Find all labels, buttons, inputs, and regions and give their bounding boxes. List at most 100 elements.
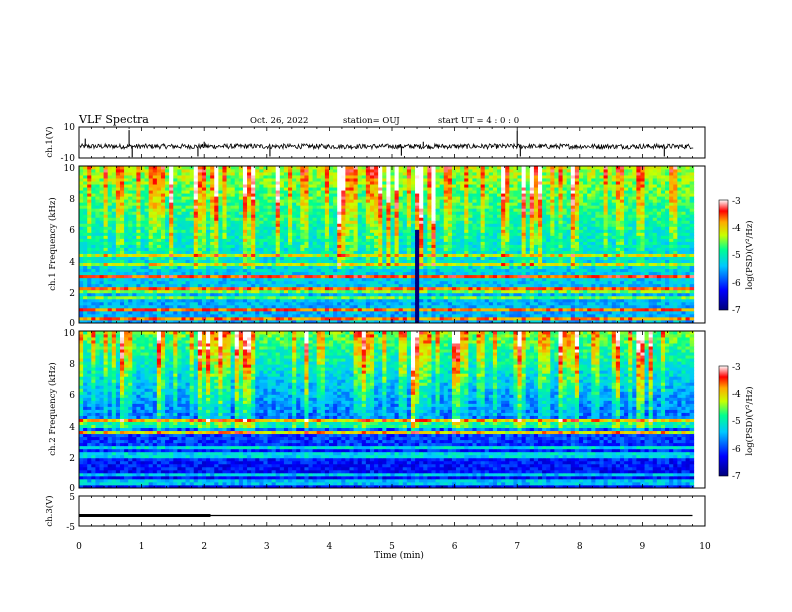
spectrogram-cell: [607, 274, 613, 279]
spectrogram-cell: [255, 295, 260, 300]
spectrogram-cell: [660, 298, 666, 303]
spectrogram-cell: [267, 235, 273, 239]
spectrogram-cell: [382, 298, 387, 303]
spectrogram-cell: [99, 262, 104, 267]
spectrogram-cell: [320, 301, 326, 306]
spectrogram-cell: [611, 253, 617, 257]
spectrogram-cell: [140, 295, 145, 300]
spectrogram-cell: [349, 313, 354, 318]
spectrogram-cell: [488, 247, 494, 251]
spectrogram-cell: [476, 271, 482, 276]
spectrogram-cell: [165, 223, 170, 227]
spectrogram-cell: [484, 274, 490, 279]
spectrogram-cell: [275, 232, 281, 236]
spectrogram-cell: [542, 232, 547, 236]
spectrogram-cell: [255, 256, 260, 260]
spectrogram-cell: [550, 235, 555, 239]
spectrogram-cell: [304, 307, 309, 312]
spectrogram-cell: [468, 298, 473, 303]
spectrogram-cell: [103, 307, 109, 312]
spectrogram-cell: [447, 253, 453, 257]
spectrogram-cell: [247, 256, 252, 260]
spectrogram-cell: [226, 265, 232, 270]
spectrogram-cell: [402, 238, 408, 242]
spectrogram-cell: [505, 274, 510, 279]
spectrogram-cell: [476, 310, 482, 315]
spectrogram-cell: [169, 316, 174, 321]
spectrogram-cell: [160, 235, 166, 239]
spectrogram-cell: [136, 235, 141, 239]
spectrogram-cell: [79, 313, 84, 318]
spectrogram-cell: [398, 271, 404, 276]
spectrogram-cell: [660, 268, 666, 273]
spectrogram-cell: [476, 238, 482, 242]
spectrogram-cell: [570, 280, 576, 285]
spectrogram-cell: [333, 286, 338, 291]
spectrogram-cell: [611, 244, 617, 248]
spectrogram-cell: [300, 259, 305, 264]
spectrogram-cell: [636, 244, 641, 248]
spectrogram-cell: [328, 301, 334, 306]
spectrogram-cell: [156, 271, 162, 276]
spectrogram-cell: [480, 265, 486, 270]
spectrogram-cell: [472, 316, 477, 321]
spectrogram-cell: [476, 301, 482, 306]
spectrogram-cell: [206, 277, 211, 282]
spectrogram-cell: [361, 289, 367, 294]
spectrogram-cell: [652, 277, 658, 282]
spectrogram-cell: [345, 289, 350, 294]
spectrogram-cell: [197, 274, 203, 279]
spectrogram-cell: [427, 244, 432, 248]
spectrogram-cell: [656, 256, 662, 260]
spectrogram-cell: [386, 277, 391, 282]
spectrogram-cell: [95, 307, 100, 312]
spectrogram-cell: [628, 238, 633, 242]
spectrogram-cell: [509, 247, 514, 251]
spectrogram-cell: [439, 262, 445, 267]
spectrogram-cell: [468, 238, 473, 242]
spectrogram-cell: [222, 274, 227, 279]
spectrogram-cell: [345, 304, 350, 309]
spectrogram-cell: [279, 313, 285, 318]
spectrogram-cell: [357, 256, 363, 260]
spectrogram-cell: [181, 271, 186, 276]
spectrogram-cell: [242, 298, 248, 303]
spectrogram-cell: [415, 226, 420, 230]
spectrogram-cell: [218, 250, 223, 254]
spectrogram-cell: [410, 316, 416, 321]
spectrogram-cell: [636, 235, 641, 239]
spectrogram-cell: [456, 250, 461, 254]
spectrogram-cell: [251, 301, 256, 306]
spectrogram-cell: [410, 286, 416, 291]
ch1-spectrogram-panel: 10 8 6 4 2 0 ch.1 Frequency (kHz) -3 -4 …: [47, 164, 755, 329]
spectrogram-cell: [124, 259, 129, 264]
spectrogram-cell: [341, 283, 346, 288]
spectrogram-cell: [95, 295, 100, 300]
spectrogram-cell: [181, 286, 186, 291]
spectrogram-cell: [124, 289, 129, 294]
spectrogram-cell: [374, 307, 379, 312]
spectrogram-cell: [583, 250, 588, 254]
spectrogram-cell: [156, 223, 162, 227]
spectrogram-cell: [497, 301, 502, 306]
spectrogram-cell: [119, 292, 125, 297]
spectrogram-cell: [685, 244, 691, 248]
spectrogram-cell: [247, 247, 252, 251]
spectrogram-cell: [316, 265, 322, 270]
spectrogram-cell: [115, 250, 121, 254]
spectrogram-cell: [632, 298, 637, 303]
spectrogram-cell: [320, 313, 326, 318]
spectrogram-cell: [255, 313, 260, 318]
spectrogram-cell: [648, 238, 654, 242]
spectrogram-cell: [328, 295, 334, 300]
spectrogram-cell: [300, 295, 305, 300]
spectrogram-cell: [333, 295, 338, 300]
spectrogram-cell: [201, 277, 207, 282]
spectrogram-cell: [505, 313, 510, 318]
spectrogram-cell: [583, 268, 588, 273]
spectrogram-cell: [492, 310, 498, 315]
spectrogram-cell: [542, 301, 547, 306]
spectrogram-cell: [640, 256, 645, 260]
spectrogram-cell: [177, 301, 182, 306]
spectrogram-cell: [419, 277, 424, 282]
